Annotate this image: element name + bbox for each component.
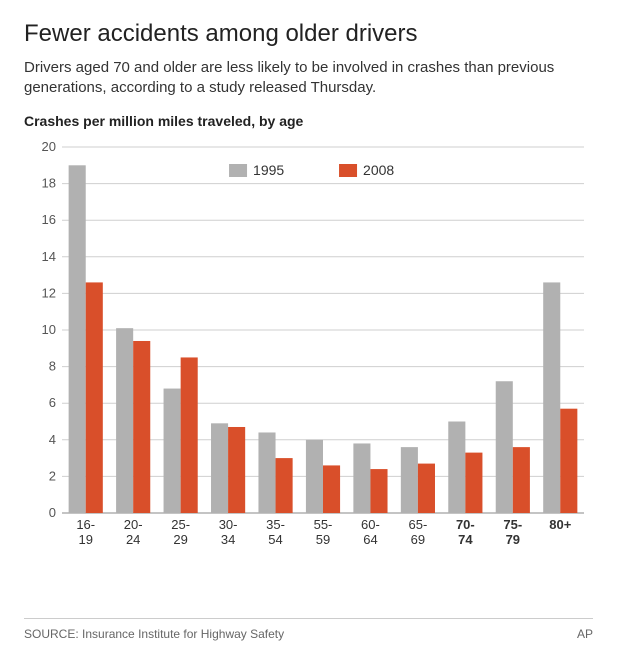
svg-text:4: 4 <box>49 431 56 446</box>
svg-text:6: 6 <box>49 395 56 410</box>
page-subtitle: Drivers aged 70 and older are less likel… <box>24 58 593 99</box>
bar-2008-16-19 <box>86 282 103 513</box>
svg-text:69: 69 <box>411 532 425 547</box>
bar-2008-35-54 <box>276 458 293 513</box>
legend-label-1995: 1995 <box>253 162 284 178</box>
svg-text:80+: 80+ <box>549 517 571 532</box>
svg-text:20: 20 <box>42 139 56 154</box>
bar-2008-60-64 <box>370 469 387 513</box>
svg-text:12: 12 <box>42 285 56 300</box>
svg-text:20-: 20- <box>124 517 143 532</box>
page-title: Fewer accidents among older drivers <box>24 20 593 48</box>
bar-1995-30-34 <box>211 423 228 513</box>
bar-1995-20-24 <box>116 328 133 513</box>
source-line: SOURCE: Insurance Institute for Highway … <box>24 627 284 641</box>
legend-label-2008: 2008 <box>363 162 394 178</box>
bar-1995-25-29 <box>164 388 181 512</box>
svg-text:2: 2 <box>49 468 56 483</box>
chart-title: Crashes per million miles traveled, by a… <box>24 113 593 129</box>
bar-2008-30-34 <box>228 426 245 512</box>
svg-text:34: 34 <box>221 532 235 547</box>
svg-text:59: 59 <box>316 532 330 547</box>
legend-swatch-1995 <box>229 164 247 177</box>
bar-2008-70-74 <box>465 452 482 512</box>
bar-2008-80+ <box>560 408 577 512</box>
svg-text:30-: 30- <box>219 517 238 532</box>
svg-text:19: 19 <box>78 532 92 547</box>
source-text: Insurance Institute for Highway Safety <box>82 627 284 641</box>
svg-text:64: 64 <box>363 532 377 547</box>
svg-text:25-: 25- <box>171 517 190 532</box>
bar-2008-55-59 <box>323 465 340 513</box>
svg-text:60-: 60- <box>361 517 380 532</box>
svg-text:24: 24 <box>126 532 140 547</box>
legend-swatch-2008 <box>339 164 357 177</box>
bar-2008-25-29 <box>181 357 198 513</box>
bar-1995-80+ <box>543 282 560 513</box>
svg-text:65-: 65- <box>409 517 428 532</box>
svg-text:74: 74 <box>458 532 473 547</box>
svg-text:79: 79 <box>506 532 520 547</box>
svg-text:8: 8 <box>49 358 56 373</box>
svg-text:55-: 55- <box>314 517 333 532</box>
svg-text:35-: 35- <box>266 517 285 532</box>
svg-text:16-: 16- <box>76 517 95 532</box>
svg-text:70-: 70- <box>456 517 475 532</box>
svg-text:29: 29 <box>173 532 187 547</box>
bar-1995-60-64 <box>353 443 370 513</box>
credit: AP <box>577 627 593 641</box>
bar-2008-75-79 <box>513 447 530 513</box>
svg-text:10: 10 <box>42 322 56 337</box>
svg-text:0: 0 <box>49 505 56 520</box>
bar-chart: 0246810121416182016-1920-2425-2930-3435-… <box>24 137 594 557</box>
svg-text:14: 14 <box>42 248 56 263</box>
svg-text:16: 16 <box>42 212 56 227</box>
bar-1995-55-59 <box>306 439 323 512</box>
svg-text:18: 18 <box>42 175 56 190</box>
bar-2008-20-24 <box>133 340 150 512</box>
svg-text:75-: 75- <box>503 517 522 532</box>
bar-1995-70-74 <box>448 421 465 513</box>
chart-area: 0246810121416182016-1920-2425-2930-3435-… <box>24 137 594 557</box>
bar-1995-75-79 <box>496 381 513 513</box>
bar-1995-16-19 <box>69 165 86 513</box>
bar-1995-35-54 <box>258 432 275 513</box>
footer: SOURCE: Insurance Institute for Highway … <box>24 618 593 641</box>
bar-2008-65-69 <box>418 463 435 512</box>
bar-1995-65-69 <box>401 447 418 513</box>
svg-text:54: 54 <box>268 532 282 547</box>
source-label: SOURCE: <box>24 627 79 641</box>
